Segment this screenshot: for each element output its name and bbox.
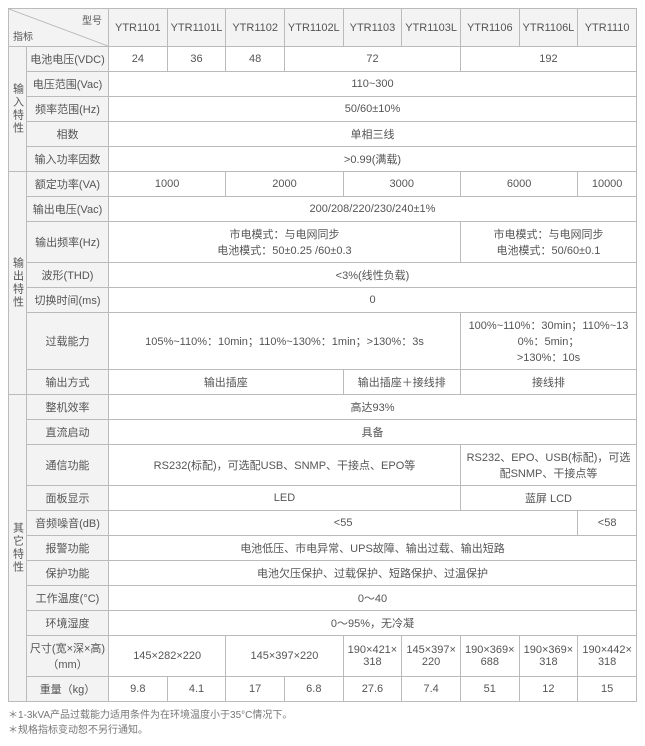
- model-col: YTR1110: [578, 9, 637, 47]
- diag-tr-label: 型号: [82, 12, 102, 27]
- row-label: 输出频率(Hz): [27, 222, 109, 263]
- cell: 24: [109, 47, 168, 72]
- row-label: 切换时间(ms): [27, 288, 109, 313]
- section-input: 输入特性: [9, 47, 27, 172]
- footnote: ＊1-3kVA产品过载能力适用条件为在环境温度小于35°C情况下。: [8, 708, 637, 723]
- cell: 市电模式：与电网同步 电池模式：50±0.25 /60±0.3: [109, 222, 461, 263]
- row-label: 重量（kg）: [27, 677, 109, 702]
- row-label: 直流启动: [27, 420, 109, 445]
- cell: 具备: [109, 420, 637, 445]
- row-label: 通信功能: [27, 445, 109, 486]
- model-col: YTR1106L: [519, 9, 578, 47]
- section-misc: 其它特性: [9, 395, 27, 702]
- cell: 145×397×220: [402, 636, 461, 677]
- model-col: YTR1101L: [167, 9, 226, 47]
- header-row: 指标 型号 YTR1101 YTR1101L YTR1102 YTR1102L …: [9, 9, 637, 47]
- row-label: 过载能力: [27, 313, 109, 370]
- footnotes: ＊1-3kVA产品过载能力适用条件为在环境温度小于35°C情况下。 ＊规格指标变…: [8, 708, 637, 738]
- row-label: 面板显示: [27, 486, 109, 511]
- cell: 9.8: [109, 677, 168, 702]
- cell: 145×397×220: [226, 636, 343, 677]
- cell: 电池欠压保护、过载保护、短路保护、过温保护: [109, 561, 637, 586]
- row-label: 输入功率因数: [27, 147, 109, 172]
- model-col: YTR1102L: [284, 9, 343, 47]
- cell: 4.1: [167, 677, 226, 702]
- diag-header: 指标 型号: [9, 9, 109, 47]
- cell: 1000: [109, 172, 226, 197]
- model-col: YTR1106: [460, 9, 519, 47]
- cell: 7.4: [402, 677, 461, 702]
- spec-table: 指标 型号 YTR1101 YTR1101L YTR1102 YTR1102L …: [8, 8, 637, 702]
- cell: 接线排: [460, 370, 636, 395]
- cell: 190×369×688: [460, 636, 519, 677]
- row-label: 输出方式: [27, 370, 109, 395]
- cell: 15: [578, 677, 637, 702]
- cell: 50/60±10%: [109, 97, 637, 122]
- row-label: 波形(THD): [27, 263, 109, 288]
- cell: 10000: [578, 172, 637, 197]
- cell: 输出插座＋接线排: [343, 370, 460, 395]
- section-output: 输出特性: [9, 172, 27, 395]
- row-label: 报警功能: [27, 536, 109, 561]
- cell: 36: [167, 47, 226, 72]
- cell: 6.8: [284, 677, 343, 702]
- cell: 0～40: [109, 586, 637, 611]
- model-col: YTR1101: [109, 9, 168, 47]
- row-label: 输出电压(Vac): [27, 197, 109, 222]
- cell: 蓝屏 LCD: [460, 486, 636, 511]
- row-label: 尺寸(宽×深×高)（mm）: [27, 636, 109, 677]
- cell: 51: [460, 677, 519, 702]
- row-label: 相数: [27, 122, 109, 147]
- cell: 190×421×318: [343, 636, 402, 677]
- cell: 电池低压、市电异常、UPS故障、输出过载、输出短路: [109, 536, 637, 561]
- cell: LED: [109, 486, 461, 511]
- row-label: 保护功能: [27, 561, 109, 586]
- row-label: 音频噪音(dB): [27, 511, 109, 536]
- diag-bl-label: 指标: [13, 28, 33, 43]
- cell: 单相三线: [109, 122, 637, 147]
- cell: 17: [226, 677, 285, 702]
- cell: <58: [578, 511, 637, 536]
- cell: RS232(标配)，可选配USB、SNMP、干接点、EPO等: [109, 445, 461, 486]
- cell: 27.6: [343, 677, 402, 702]
- row-label: 环境湿度: [27, 611, 109, 636]
- cell: 0～95%，无冷凝: [109, 611, 637, 636]
- cell: 200/208/220/230/240±1%: [109, 197, 637, 222]
- cell: 12: [519, 677, 578, 702]
- row-label: 频率范围(Hz): [27, 97, 109, 122]
- cell: <55: [109, 511, 578, 536]
- row-label: 整机效率: [27, 395, 109, 420]
- cell: 0: [109, 288, 637, 313]
- cell: 100%~110%：30min；110%~130%：5min； >130%：10…: [460, 313, 636, 370]
- cell: 高达93%: [109, 395, 637, 420]
- footnote: ＊规格指标变动恕不另行通知。: [8, 723, 637, 738]
- model-col: YTR1103: [343, 9, 402, 47]
- cell: RS232、EPO、USB(标配)，可选配SNMP、干接点等: [460, 445, 636, 486]
- model-col: YTR1102: [226, 9, 285, 47]
- cell: 输出插座: [109, 370, 344, 395]
- cell: 190×369×318: [519, 636, 578, 677]
- cell: >0.99(满载): [109, 147, 637, 172]
- cell: <3%(线性负载): [109, 263, 637, 288]
- cell: 市电模式：与电网同步 电池模式：50/60±0.1: [460, 222, 636, 263]
- row-label: 电压范围(Vac): [27, 72, 109, 97]
- row-label: 工作温度(°C): [27, 586, 109, 611]
- cell: 190×442×318: [578, 636, 637, 677]
- cell: 48: [226, 47, 285, 72]
- cell: 110~300: [109, 72, 637, 97]
- cell: 192: [460, 47, 636, 72]
- cell: 2000: [226, 172, 343, 197]
- model-col: YTR1103L: [402, 9, 461, 47]
- cell: 3000: [343, 172, 460, 197]
- row-label: 额定功率(VA): [27, 172, 109, 197]
- cell: 72: [284, 47, 460, 72]
- row-label: 电池电压(VDC): [27, 47, 109, 72]
- cell: 6000: [460, 172, 577, 197]
- cell: 145×282×220: [109, 636, 226, 677]
- cell: 105%~110%：10min；110%~130%：1min；>130%：3s: [109, 313, 461, 370]
